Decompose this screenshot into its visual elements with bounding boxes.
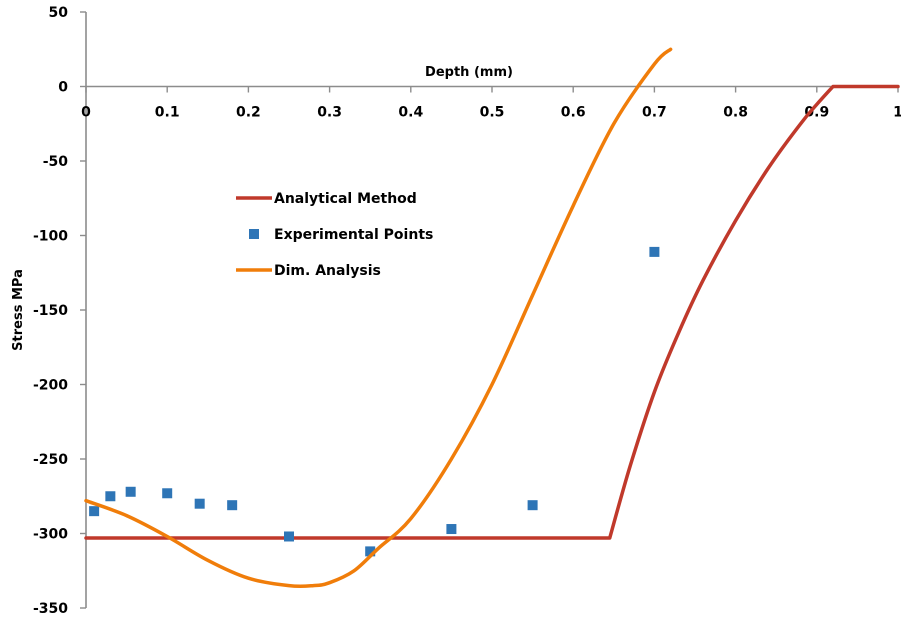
data-point-experimental-points — [284, 531, 294, 542]
data-point-experimental-points — [125, 486, 136, 497]
x-tick-label: 0 — [81, 105, 91, 121]
data-point-experimental-points — [162, 488, 173, 499]
data-point-experimental-points — [194, 498, 205, 509]
data-point-experimental-points — [527, 500, 538, 511]
series-layer — [84, 47, 900, 589]
axes-group — [85, 12, 898, 608]
data-point-experimental-points — [89, 506, 100, 517]
y-tick-label: -350 — [33, 601, 68, 617]
y-tick-label: 50 — [49, 5, 69, 21]
x-axis-title: Depth (mm) — [425, 65, 513, 80]
data-point-experimental-points — [105, 491, 116, 502]
legend-label-dim-analysis: Dim. Analysis — [274, 263, 381, 279]
data-point-experimental-points — [446, 524, 457, 535]
x-tick-label: 0.3 — [317, 105, 342, 121]
legend-label-analytical-method: Analytical Method — [274, 191, 417, 207]
y-axis-title: Stress MPa — [11, 269, 26, 351]
x-tick-label: 0.5 — [480, 105, 505, 121]
x-tick-label: 0.4 — [398, 105, 423, 121]
y-tick-label: -200 — [33, 378, 68, 394]
y-tick-label: 0 — [58, 80, 68, 96]
series-line-dim-analysis — [84, 47, 673, 589]
data-point-experimental-points — [365, 546, 376, 557]
legend-swatch-experimental-points — [249, 229, 259, 239]
x-tick-label: 0.9 — [804, 105, 829, 121]
x-tick-label: 1 — [893, 105, 901, 121]
x-tick-label: 0.8 — [723, 105, 748, 121]
x-tick-label: 0.7 — [642, 105, 667, 121]
data-point-experimental-points — [649, 246, 660, 257]
x-tick-label: 0.6 — [561, 105, 586, 121]
x-tick-label: 0.2 — [236, 105, 261, 121]
x-tick-labels: 0 0.1 0.2 0.3 0.4 0.5 0.6 0.7 0.8 0.9 1 — [81, 86, 901, 121]
y-tick-label: -100 — [33, 229, 68, 245]
x-tick-label: 0.1 — [155, 105, 180, 121]
series-line-analytical-method — [84, 84, 900, 540]
legend-label-experimental-points: Experimental Points — [274, 227, 433, 243]
y-tick-label: -50 — [43, 154, 69, 170]
y-tick-label: -250 — [33, 452, 68, 468]
y-tick-labels: 50 0 -50 -100 -150 -200 -250 -300 -350 — [33, 5, 86, 617]
y-tick-label: -150 — [33, 303, 68, 319]
legend: Analytical Method Experimental Points Dim.… — [236, 191, 433, 279]
y-tick-label: -300 — [33, 527, 68, 543]
data-point-experimental-points — [227, 500, 238, 511]
